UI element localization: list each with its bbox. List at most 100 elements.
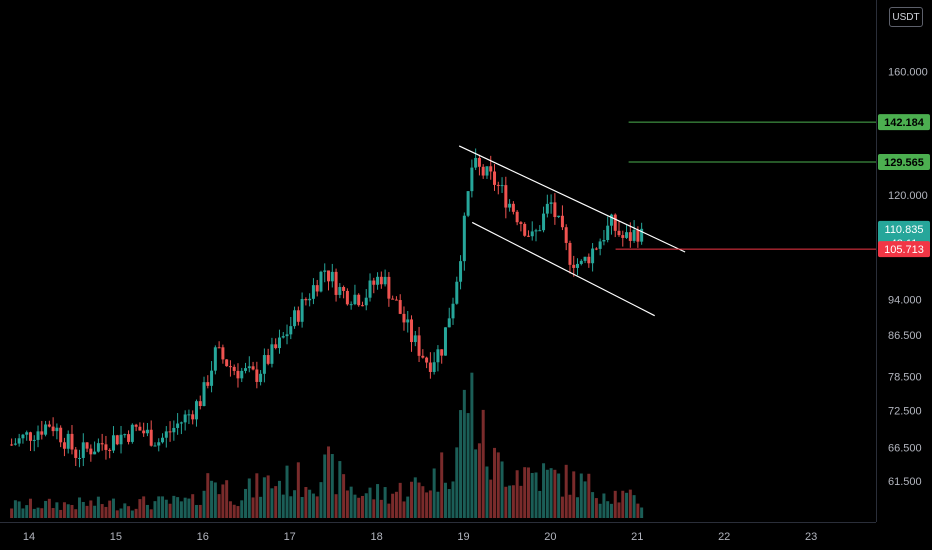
volume-bar [176, 497, 180, 518]
candle-body [353, 294, 357, 305]
candle-body [244, 368, 248, 371]
candle-body [576, 263, 580, 268]
price-tick-label: 66.500 [888, 443, 922, 455]
candle-body [338, 287, 342, 295]
volume-bar [134, 508, 138, 518]
candle-body [277, 337, 281, 349]
candle-body [85, 442, 89, 449]
currency-badge[interactable]: USDT [889, 7, 923, 27]
volume-bar [428, 490, 432, 518]
volume-bar [221, 484, 225, 518]
candle-body [477, 157, 481, 167]
price-axis[interactable]: 61.500 66.500 72.500 78.500 86.500 94.000 120.… [888, 67, 928, 489]
target-price-label: 129.565 [884, 157, 924, 169]
candle-body [591, 248, 595, 264]
volume-bar [402, 501, 406, 518]
candle-body [330, 271, 334, 282]
candle-body [459, 261, 463, 282]
candle-body [428, 362, 432, 372]
candle-body [153, 445, 157, 447]
volume-bar [391, 493, 395, 518]
candle-body [274, 344, 278, 349]
volume-bar [549, 468, 553, 518]
volume-bar [406, 496, 410, 518]
candle-body [183, 414, 187, 423]
candle-body [349, 304, 353, 306]
candle-body [451, 303, 455, 319]
volume-bar [293, 490, 297, 518]
volume-bar [609, 503, 613, 518]
volume-bar [32, 508, 36, 518]
volume-bar [270, 488, 274, 518]
volume-bar [523, 467, 527, 518]
candle-body [526, 235, 530, 237]
candle-body [89, 448, 93, 455]
drawings[interactable] [458, 121, 876, 317]
volume-bar [251, 497, 255, 518]
candle-body [191, 414, 195, 420]
volume-bar [228, 501, 232, 518]
candle-body [372, 280, 376, 285]
candle-body [308, 298, 312, 301]
candle-body [194, 401, 198, 420]
candle-body [594, 248, 598, 250]
candle-body [32, 439, 36, 441]
volume-bar [394, 491, 398, 518]
volume-bar [40, 508, 44, 518]
candle-body [542, 213, 546, 231]
volume-bar [591, 492, 595, 518]
volume-bar [530, 472, 534, 518]
volume-bar [504, 486, 508, 518]
volume-bar [119, 508, 123, 518]
date-tick-label: 22 [718, 531, 730, 543]
volume-bar [383, 487, 387, 518]
candle-body [530, 231, 534, 237]
volume-bar [338, 461, 342, 518]
candle-body [564, 227, 568, 243]
candle-body [455, 281, 459, 304]
volume-bar [466, 413, 470, 518]
candle-body [172, 427, 176, 433]
volume-bar [572, 471, 576, 518]
volume-bar [564, 464, 568, 518]
candle-body [402, 313, 406, 323]
volume-bar [545, 469, 549, 518]
candle-body [496, 184, 500, 186]
time-axis[interactable]: 14 15 16 17 18 19 20 21 22 23 [23, 531, 817, 543]
candle-body [621, 235, 625, 238]
candle-body [130, 424, 134, 442]
candle-body [206, 382, 210, 386]
volume-bar [164, 499, 168, 518]
candle-body [421, 355, 425, 358]
candle-body [47, 424, 51, 427]
candle-body [281, 336, 285, 338]
volume-bar [13, 500, 17, 518]
volume-bar [236, 506, 240, 518]
candle-body [225, 359, 229, 367]
target-price-label: 142.184 [884, 117, 925, 129]
price-tick-label: 94.000 [888, 294, 922, 306]
candle-body [323, 270, 327, 272]
candle-body [28, 432, 32, 441]
candle-body [345, 290, 349, 305]
volume-bar [576, 497, 580, 518]
volume-bar [357, 497, 361, 518]
volume-bar [353, 494, 357, 518]
candle-body [40, 431, 44, 435]
candle-body [127, 434, 131, 442]
candle-body [13, 443, 17, 445]
volume-bar [255, 473, 259, 518]
volume-bar [587, 473, 591, 518]
candle-body [36, 431, 40, 440]
candle-body [104, 444, 108, 450]
channel-line [471, 221, 655, 317]
candle-body [123, 434, 127, 436]
candle-body [66, 433, 70, 449]
candle-body [481, 166, 485, 176]
candle-body [115, 435, 119, 445]
volume-bar [55, 502, 59, 518]
volume-bar [47, 498, 51, 518]
candle-body [142, 430, 146, 434]
candle-body [236, 370, 240, 379]
